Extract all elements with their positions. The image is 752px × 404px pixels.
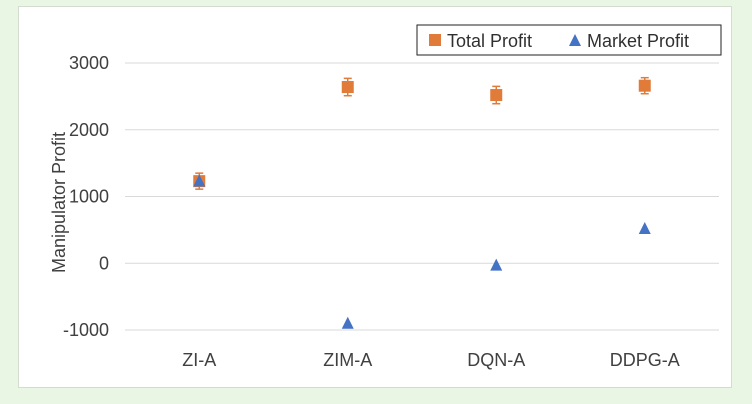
legend-total-profit-marker [429,34,441,46]
x-category-label: ZIM-A [323,350,372,370]
y-tick-labels: -1000 0 1000 2000 3000 [63,53,109,340]
market-profit-point [638,221,651,234]
legend-box [416,24,722,56]
chart-frame: -1000 0 1000 2000 3000 ZI-A ZIM-A DQN-A DDPG-A … [18,6,732,388]
y-tick-label: 0 [99,253,109,273]
total-profit-point [341,81,354,94]
gridlines [125,62,719,331]
category-labels: ZI-A ZIM-A DQN-A DDPG-A [182,350,680,370]
error-bars [195,76,649,190]
total-profit-point [490,89,503,102]
x-category-label: DDPG-A [610,350,680,370]
x-category-label: DQN-A [467,350,525,370]
y-tick-label: 3000 [69,53,109,73]
legend-total-profit-label: Total Profit [447,31,532,51]
legend-market-profit-marker [569,34,581,46]
market-profit-point [193,174,206,187]
data-markers [193,79,651,329]
y-tick-label: -1000 [63,320,109,340]
y-axis-title: Manipulator Profit [49,132,69,273]
total-profit-point [638,79,651,92]
legend-market-profit-label: Market Profit [587,31,689,51]
market-profit-point [341,316,354,329]
market-profit-point [490,258,503,271]
legend: Total Profit Market Profit [416,24,722,56]
y-tick-label: 2000 [69,120,109,140]
y-tick-label: 1000 [69,187,109,207]
x-category-label: ZI-A [182,350,216,370]
